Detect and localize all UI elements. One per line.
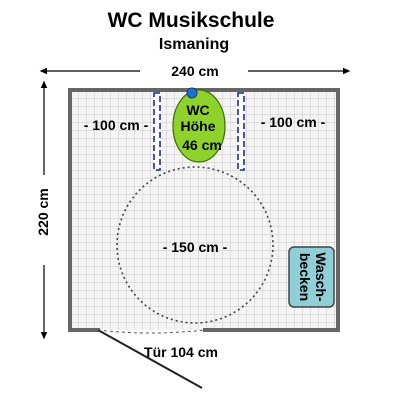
toilet: WC Höhe 46 cm — [172, 87, 226, 163]
height-label: 220 cm — [35, 188, 51, 235]
door-label: Tür 104 cm — [144, 344, 218, 360]
toilet-label-line1: WC — [186, 102, 209, 118]
sink-basin — [288, 246, 335, 308]
toilet-height-label: 46 cm — [182, 137, 222, 153]
width-label: 240 cm — [171, 63, 218, 79]
height-dimension: 220 cm — [35, 80, 51, 340]
room-walls — [68, 88, 340, 332]
flush-button-icon — [186, 87, 198, 99]
turning-circle — [116, 166, 274, 324]
sink: Wasch- becken — [288, 246, 335, 308]
door: Tür 104 cm — [97, 329, 218, 389]
right-clearance-label: - 100 cm - — [261, 114, 326, 130]
sink-label-line1: Wasch- — [313, 252, 329, 302]
grab-bars — [153, 92, 245, 171]
sink-label-line2: becken — [297, 253, 313, 301]
page-title: WC Musikschule — [108, 9, 275, 32]
toilet-bowl — [172, 89, 226, 163]
page-subtitle: Ismaning — [159, 36, 229, 53]
turning-circle-label: - 150 cm - — [163, 239, 228, 255]
left-clearance-label: - 100 cm - — [84, 117, 149, 133]
toilet-label-line2: Höhe — [181, 118, 216, 134]
width-dimension: 240 cm — [39, 63, 351, 79]
